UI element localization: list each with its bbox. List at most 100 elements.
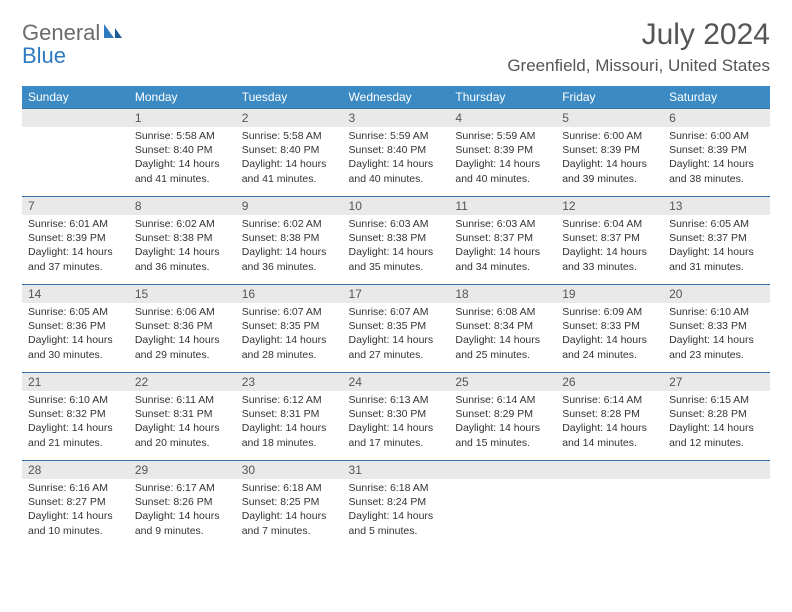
calendar-cell <box>449 461 556 549</box>
sunset-line: Sunset: 8:40 PM <box>349 143 444 157</box>
calendar-cell: 2Sunrise: 5:58 AMSunset: 8:40 PMDaylight… <box>236 109 343 197</box>
daylight-line: Daylight: 14 hours and 41 minutes. <box>242 157 337 185</box>
sunset-line: Sunset: 8:25 PM <box>242 495 337 509</box>
daylight-line: Daylight: 14 hours and 14 minutes. <box>562 421 657 449</box>
day-number: 28 <box>22 461 129 479</box>
day-body: Sunrise: 6:00 AMSunset: 8:39 PMDaylight:… <box>663 127 770 190</box>
sunrise-line: Sunrise: 6:13 AM <box>349 393 444 407</box>
calendar-cell: 25Sunrise: 6:14 AMSunset: 8:29 PMDayligh… <box>449 373 556 461</box>
sunrise-line: Sunrise: 6:02 AM <box>135 217 230 231</box>
calendar-cell: 19Sunrise: 6:09 AMSunset: 8:33 PMDayligh… <box>556 285 663 373</box>
sunset-line: Sunset: 8:39 PM <box>28 231 123 245</box>
daylight-line: Daylight: 14 hours and 39 minutes. <box>562 157 657 185</box>
location-text: Greenfield, Missouri, United States <box>507 56 770 76</box>
daylight-line: Daylight: 14 hours and 33 minutes. <box>562 245 657 273</box>
day-number: 5 <box>556 109 663 127</box>
day-body: Sunrise: 6:10 AMSunset: 8:32 PMDaylight:… <box>22 391 129 454</box>
calendar-cell: 4Sunrise: 5:59 AMSunset: 8:39 PMDaylight… <box>449 109 556 197</box>
sunrise-line: Sunrise: 6:02 AM <box>242 217 337 231</box>
daylight-line: Daylight: 14 hours and 12 minutes. <box>669 421 764 449</box>
sunset-line: Sunset: 8:38 PM <box>135 231 230 245</box>
sunrise-line: Sunrise: 6:07 AM <box>242 305 337 319</box>
sunset-line: Sunset: 8:40 PM <box>135 143 230 157</box>
calendar-cell: 10Sunrise: 6:03 AMSunset: 8:38 PMDayligh… <box>343 197 450 285</box>
day-number: 26 <box>556 373 663 391</box>
sunset-line: Sunset: 8:37 PM <box>455 231 550 245</box>
day-body: Sunrise: 6:00 AMSunset: 8:39 PMDaylight:… <box>556 127 663 190</box>
calendar-week-row: 1Sunrise: 5:58 AMSunset: 8:40 PMDaylight… <box>22 109 770 197</box>
daylight-line: Daylight: 14 hours and 23 minutes. <box>669 333 764 361</box>
calendar-cell: 27Sunrise: 6:15 AMSunset: 8:28 PMDayligh… <box>663 373 770 461</box>
day-number <box>449 461 556 479</box>
sunrise-line: Sunrise: 6:17 AM <box>135 481 230 495</box>
calendar-week-row: 14Sunrise: 6:05 AMSunset: 8:36 PMDayligh… <box>22 285 770 373</box>
weekday-header: Sunday <box>22 86 129 109</box>
logo-sail-icon <box>102 22 124 45</box>
daylight-line: Daylight: 14 hours and 41 minutes. <box>135 157 230 185</box>
sunrise-line: Sunrise: 5:59 AM <box>349 129 444 143</box>
day-number: 13 <box>663 197 770 215</box>
day-body: Sunrise: 5:58 AMSunset: 8:40 PMDaylight:… <box>129 127 236 190</box>
weekday-header-row: SundayMondayTuesdayWednesdayThursdayFrid… <box>22 86 770 109</box>
sunset-line: Sunset: 8:38 PM <box>242 231 337 245</box>
day-body: Sunrise: 5:59 AMSunset: 8:39 PMDaylight:… <box>449 127 556 190</box>
month-title: July 2024 <box>507 18 770 52</box>
day-number: 24 <box>343 373 450 391</box>
day-body: Sunrise: 6:17 AMSunset: 8:26 PMDaylight:… <box>129 479 236 542</box>
calendar-cell: 18Sunrise: 6:08 AMSunset: 8:34 PMDayligh… <box>449 285 556 373</box>
daylight-line: Daylight: 14 hours and 29 minutes. <box>135 333 230 361</box>
daylight-line: Daylight: 14 hours and 5 minutes. <box>349 509 444 537</box>
weekday-header: Friday <box>556 86 663 109</box>
daylight-line: Daylight: 14 hours and 38 minutes. <box>669 157 764 185</box>
day-number: 17 <box>343 285 450 303</box>
header: General Blue July 2024 Greenfield, Misso… <box>22 18 770 76</box>
calendar-cell: 9Sunrise: 6:02 AMSunset: 8:38 PMDaylight… <box>236 197 343 285</box>
calendar-cell: 17Sunrise: 6:07 AMSunset: 8:35 PMDayligh… <box>343 285 450 373</box>
calendar-cell: 23Sunrise: 6:12 AMSunset: 8:31 PMDayligh… <box>236 373 343 461</box>
calendar-cell <box>663 461 770 549</box>
calendar-cell: 31Sunrise: 6:18 AMSunset: 8:24 PMDayligh… <box>343 461 450 549</box>
daylight-line: Daylight: 14 hours and 27 minutes. <box>349 333 444 361</box>
sunrise-line: Sunrise: 6:03 AM <box>349 217 444 231</box>
sunset-line: Sunset: 8:39 PM <box>669 143 764 157</box>
sunrise-line: Sunrise: 6:00 AM <box>562 129 657 143</box>
logo: General Blue <box>22 18 124 68</box>
daylight-line: Daylight: 14 hours and 10 minutes. <box>28 509 123 537</box>
day-body: Sunrise: 6:02 AMSunset: 8:38 PMDaylight:… <box>236 215 343 278</box>
calendar-week-row: 7Sunrise: 6:01 AMSunset: 8:39 PMDaylight… <box>22 197 770 285</box>
day-body: Sunrise: 6:18 AMSunset: 8:24 PMDaylight:… <box>343 479 450 542</box>
day-number: 9 <box>236 197 343 215</box>
sunset-line: Sunset: 8:35 PM <box>242 319 337 333</box>
sunset-line: Sunset: 8:39 PM <box>562 143 657 157</box>
day-number: 2 <box>236 109 343 127</box>
sunrise-line: Sunrise: 6:06 AM <box>135 305 230 319</box>
day-number: 27 <box>663 373 770 391</box>
sunrise-line: Sunrise: 6:18 AM <box>242 481 337 495</box>
sunset-line: Sunset: 8:32 PM <box>28 407 123 421</box>
weekday-header: Saturday <box>663 86 770 109</box>
day-number <box>556 461 663 479</box>
day-number: 21 <box>22 373 129 391</box>
day-body: Sunrise: 6:09 AMSunset: 8:33 PMDaylight:… <box>556 303 663 366</box>
sunset-line: Sunset: 8:31 PM <box>135 407 230 421</box>
day-number: 11 <box>449 197 556 215</box>
calendar-cell: 8Sunrise: 6:02 AMSunset: 8:38 PMDaylight… <box>129 197 236 285</box>
day-body: Sunrise: 6:06 AMSunset: 8:36 PMDaylight:… <box>129 303 236 366</box>
sunrise-line: Sunrise: 6:10 AM <box>669 305 764 319</box>
calendar-cell <box>556 461 663 549</box>
sunset-line: Sunset: 8:29 PM <box>455 407 550 421</box>
sunset-line: Sunset: 8:28 PM <box>669 407 764 421</box>
calendar-cell: 5Sunrise: 6:00 AMSunset: 8:39 PMDaylight… <box>556 109 663 197</box>
title-block: July 2024 Greenfield, Missouri, United S… <box>507 18 770 76</box>
sunset-line: Sunset: 8:33 PM <box>562 319 657 333</box>
sunrise-line: Sunrise: 6:10 AM <box>28 393 123 407</box>
weekday-header: Wednesday <box>343 86 450 109</box>
day-number: 1 <box>129 109 236 127</box>
sunset-line: Sunset: 8:34 PM <box>455 319 550 333</box>
daylight-line: Daylight: 14 hours and 30 minutes. <box>28 333 123 361</box>
day-body: Sunrise: 6:07 AMSunset: 8:35 PMDaylight:… <box>236 303 343 366</box>
calendar-cell: 13Sunrise: 6:05 AMSunset: 8:37 PMDayligh… <box>663 197 770 285</box>
weekday-header: Thursday <box>449 86 556 109</box>
day-body: Sunrise: 5:58 AMSunset: 8:40 PMDaylight:… <box>236 127 343 190</box>
day-number <box>663 461 770 479</box>
